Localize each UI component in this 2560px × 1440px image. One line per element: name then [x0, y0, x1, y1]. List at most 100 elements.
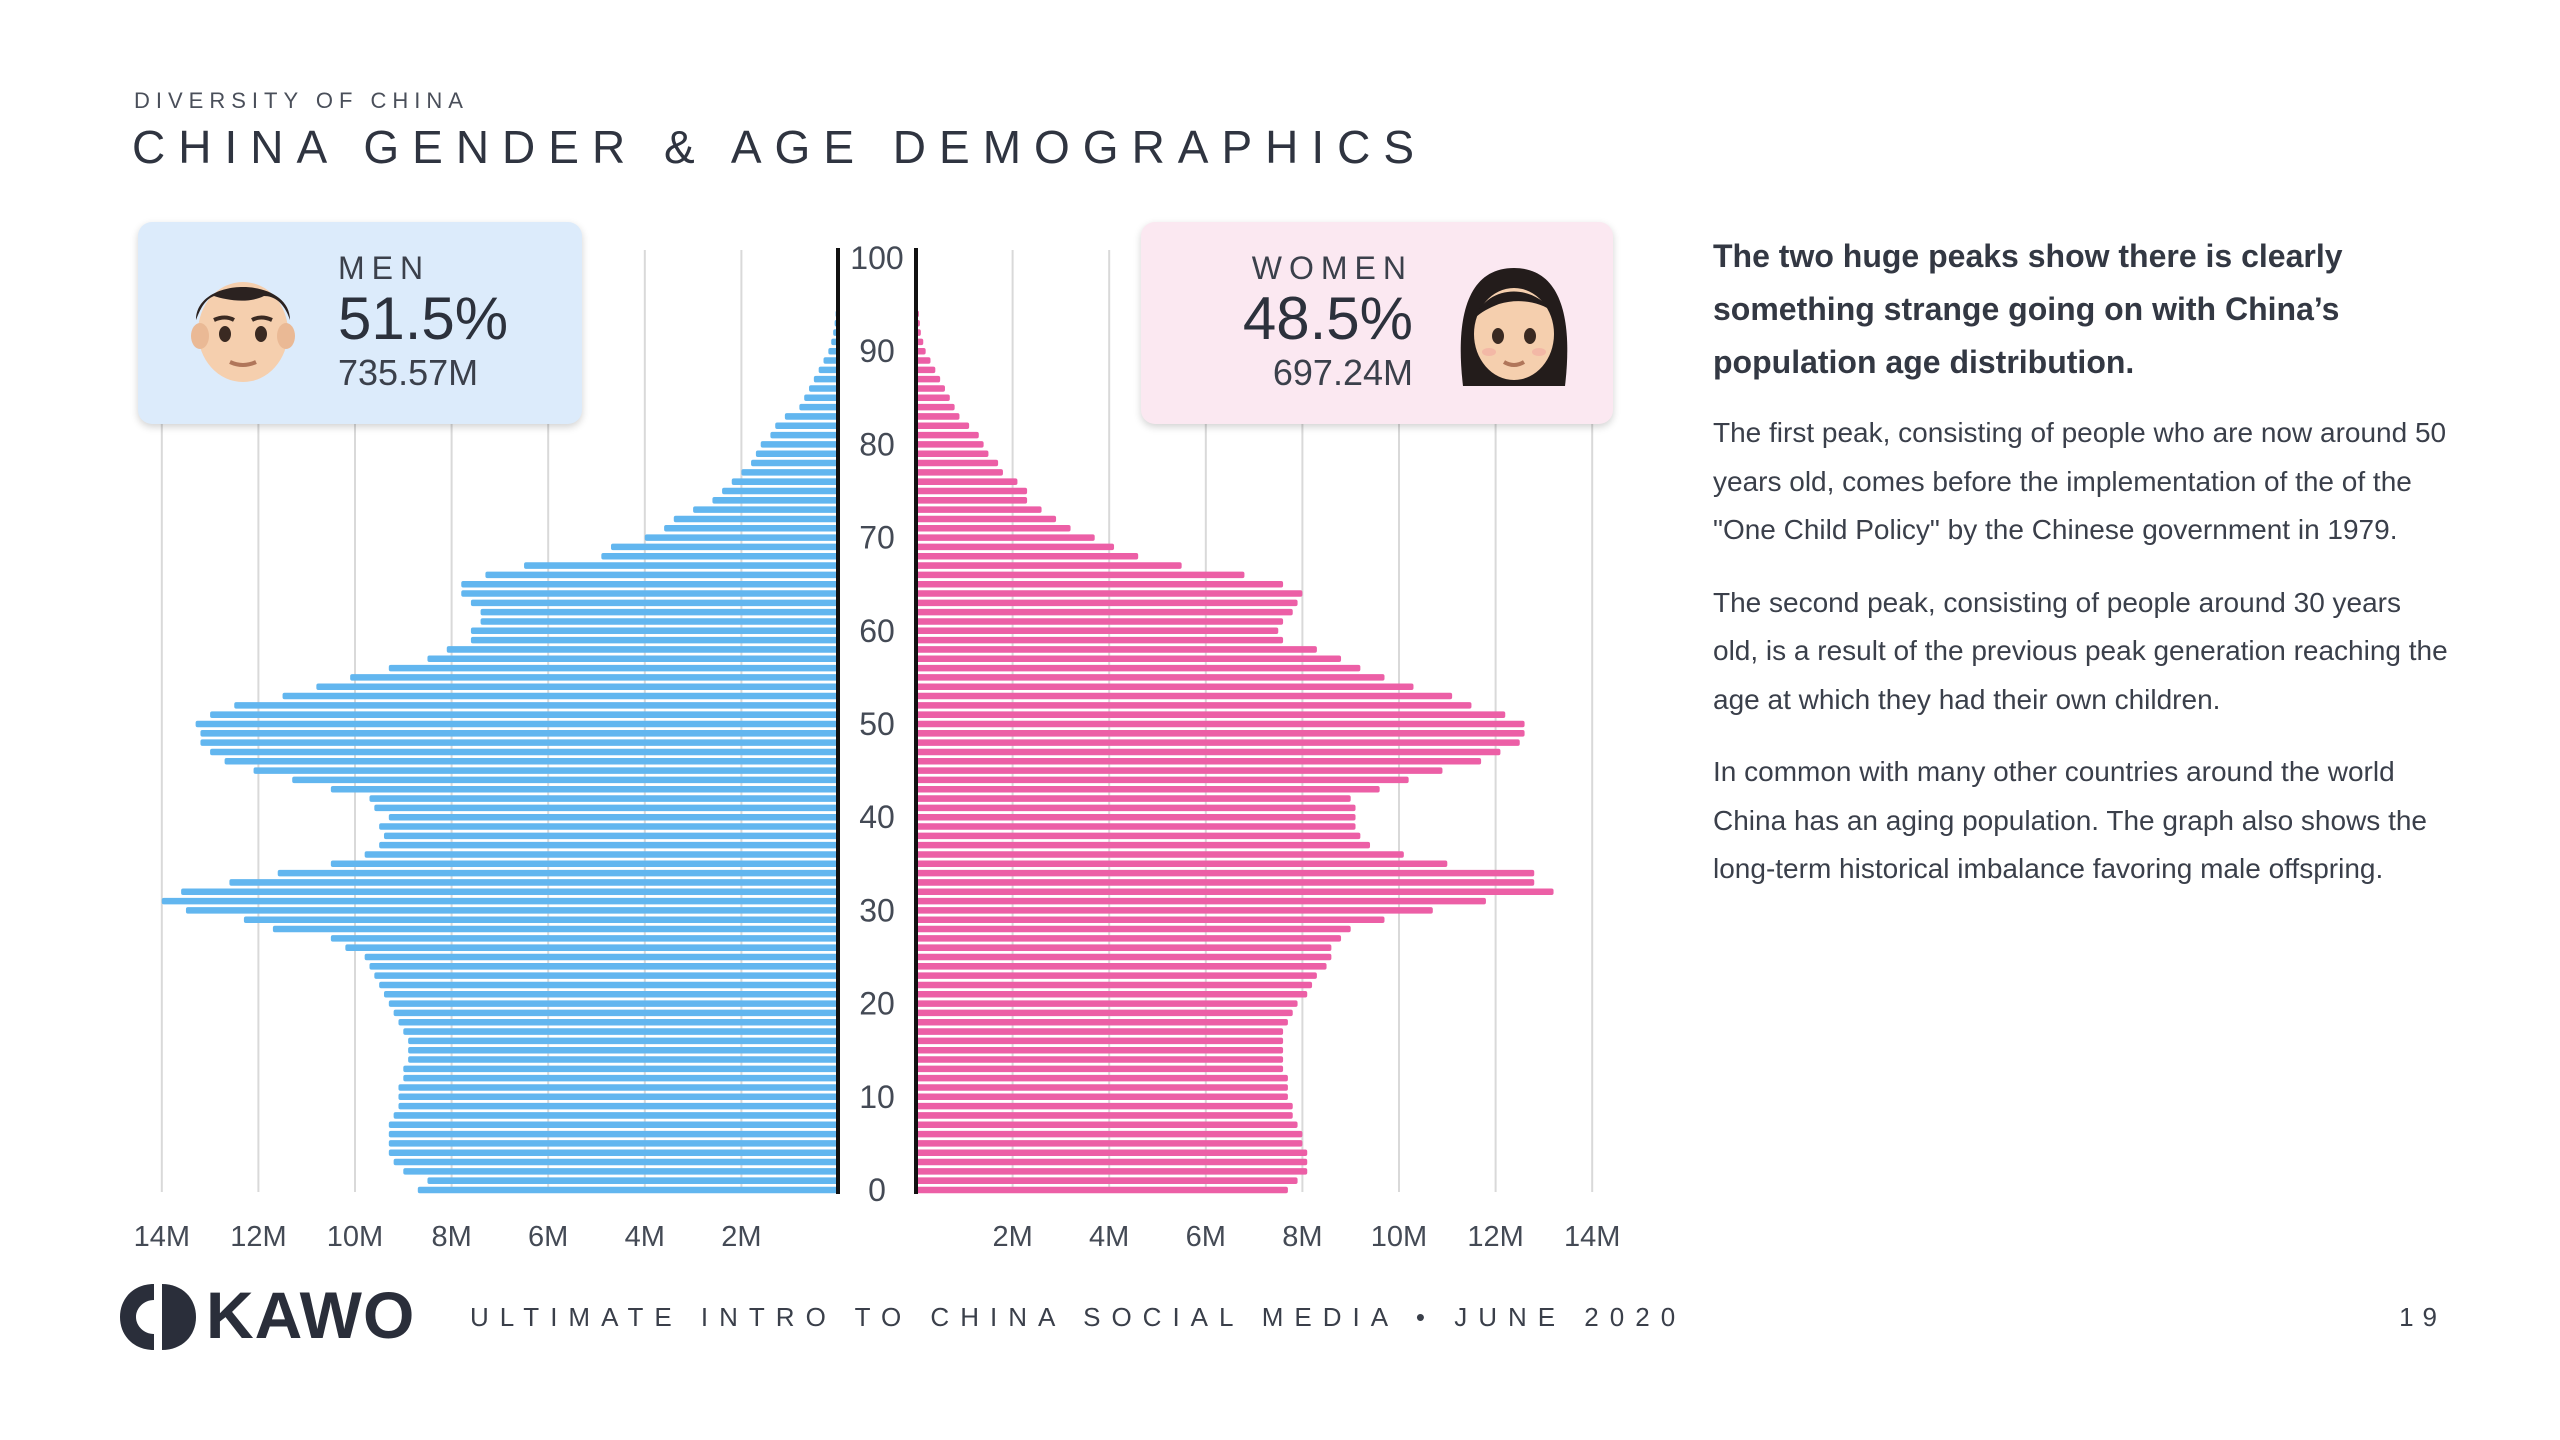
women-bar-age-90 [916, 347, 926, 355]
women-bar-age-22 [916, 981, 1313, 989]
men-bar-age-15 [408, 1046, 838, 1054]
men-x-tick-label: 8M [431, 1221, 471, 1253]
women-bar-age-75 [916, 487, 1028, 495]
men-bar-age-13 [403, 1065, 838, 1073]
women-bar-age-84 [916, 403, 955, 411]
age-tick-label: 0 [868, 1172, 886, 1208]
age-tick-label: 40 [859, 799, 895, 835]
age-tick-label: 90 [859, 333, 895, 369]
men-bar-age-27 [330, 935, 838, 942]
women-stat-card: WOMEN 48.5% 697.24M [1141, 222, 1613, 424]
men-bar-age-90 [828, 347, 838, 355]
men-bar-age-14 [408, 1056, 838, 1063]
women-bar-age-48 [916, 739, 1520, 746]
women-bar-age-0 [916, 1186, 1288, 1194]
women-bar-age-30 [916, 907, 1433, 914]
commentary-paragraph-3: In common with many other countries arou… [1713, 756, 2427, 884]
men-bar-age-58 [446, 646, 838, 653]
women-bar-age-37 [916, 841, 1371, 849]
women-bar-age-34 [916, 869, 1535, 877]
age-tick-label: 50 [859, 706, 895, 742]
commentary-paragraph-2: The second peak, consisting of people ar… [1713, 586, 2448, 715]
men-x-tick-label: 14M [134, 1221, 190, 1253]
page-number: 19 [2399, 1302, 2446, 1332]
men-bar-age-11 [398, 1084, 838, 1091]
men-bar-age-57 [427, 655, 838, 663]
men-bar-age-47 [210, 748, 839, 756]
women-percent: 48.5% [1242, 285, 1413, 352]
women-bar-age-27 [916, 935, 1342, 942]
women-bar-age-25 [916, 953, 1332, 961]
men-bar-age-24 [369, 963, 838, 970]
men-bar-age-80 [760, 441, 838, 448]
women-bar-age-54 [916, 683, 1414, 690]
women-bar-age-6 [916, 1130, 1303, 1138]
men-bar-age-85 [804, 394, 838, 402]
women-bar-age-66 [916, 571, 1245, 579]
women-bar-age-76 [916, 478, 1018, 485]
women-bar-age-26 [916, 944, 1332, 951]
women-bar-age-80 [916, 441, 984, 448]
women-bar-age-68 [916, 552, 1139, 560]
population-pyramid-chart: 0 10 20 30 40 50 60 70 80 90 100 2M 2M 4M 4M 6M 6M 8M 8M 10… [134, 240, 1621, 1253]
women-bar-age-88 [916, 366, 936, 374]
men-bar-age-30 [185, 907, 838, 914]
men-bar-age-72 [673, 515, 838, 523]
men-bar-age-5 [388, 1140, 838, 1147]
women-bar-age-19 [916, 1009, 1293, 1017]
men-bar-age-8 [393, 1112, 838, 1119]
women-bar-age-10 [916, 1093, 1288, 1101]
footer-caption: ULTIMATE INTRO TO CHINA SOCIAL MEDIA • J… [470, 1302, 1687, 1332]
men-total: 735.57M [338, 352, 479, 393]
women-bar-age-47 [916, 748, 1501, 756]
commentary-paragraph-1: The first peak, consisting of people who… [1713, 417, 2447, 545]
men-bar-age-7 [388, 1121, 838, 1129]
men-bar-age-22 [379, 981, 838, 989]
women-bar-age-78 [916, 459, 999, 467]
men-bar-age-82 [775, 422, 838, 430]
men-bar-age-20 [388, 1000, 838, 1007]
women-x-tick-label: 12M [1467, 1221, 1523, 1253]
women-bar-age-65 [916, 580, 1284, 588]
men-bar-age-29 [243, 916, 838, 923]
men-bar-age-1 [427, 1177, 838, 1184]
women-bar-age-82 [916, 422, 970, 430]
women-bar-age-79 [916, 450, 989, 457]
age-tick-label: 100 [850, 240, 903, 276]
men-bar-age-2 [403, 1168, 838, 1175]
men-bar-age-43 [330, 785, 838, 793]
women-bar-age-33 [916, 879, 1535, 886]
men-bar-age-54 [316, 683, 838, 690]
men-bar-age-70 [644, 534, 838, 541]
women-bar-age-89 [916, 357, 931, 364]
men-x-tick-label: 2M [721, 1221, 761, 1253]
men-bar-age-75 [722, 487, 838, 495]
men-bar-age-73 [693, 506, 838, 513]
women-bar-age-67 [916, 562, 1182, 569]
women-bar-age-46 [916, 758, 1482, 765]
women-x-tick-label: 2M [992, 1221, 1032, 1253]
women-bar-age-1 [916, 1177, 1298, 1184]
women-bar-age-44 [916, 776, 1409, 784]
men-bar-age-6 [388, 1130, 838, 1138]
men-bar-age-49 [200, 730, 838, 737]
age-tick-label: 10 [859, 1079, 895, 1115]
men-bar-age-39 [379, 823, 838, 830]
men-bar-age-74 [712, 497, 838, 504]
women-bar-age-63 [916, 599, 1298, 607]
women-bar-age-57 [916, 655, 1342, 663]
men-bar-age-60 [470, 627, 838, 635]
women-bar-age-28 [916, 925, 1351, 933]
women-bar-age-41 [916, 804, 1356, 812]
women-x-tick-label: 4M [1089, 1221, 1129, 1253]
women-bar-age-21 [916, 991, 1308, 998]
men-bar-age-66 [485, 571, 838, 579]
men-bar-age-81 [770, 431, 838, 439]
women-bar-age-62 [916, 608, 1293, 616]
women-bar-age-39 [916, 823, 1356, 830]
men-bar-age-37 [379, 841, 838, 849]
women-x-tick-label: 14M [1564, 1221, 1620, 1253]
men-bar-age-83 [784, 413, 838, 420]
women-bar-age-52 [916, 702, 1472, 709]
men-bar-age-44 [292, 776, 839, 784]
